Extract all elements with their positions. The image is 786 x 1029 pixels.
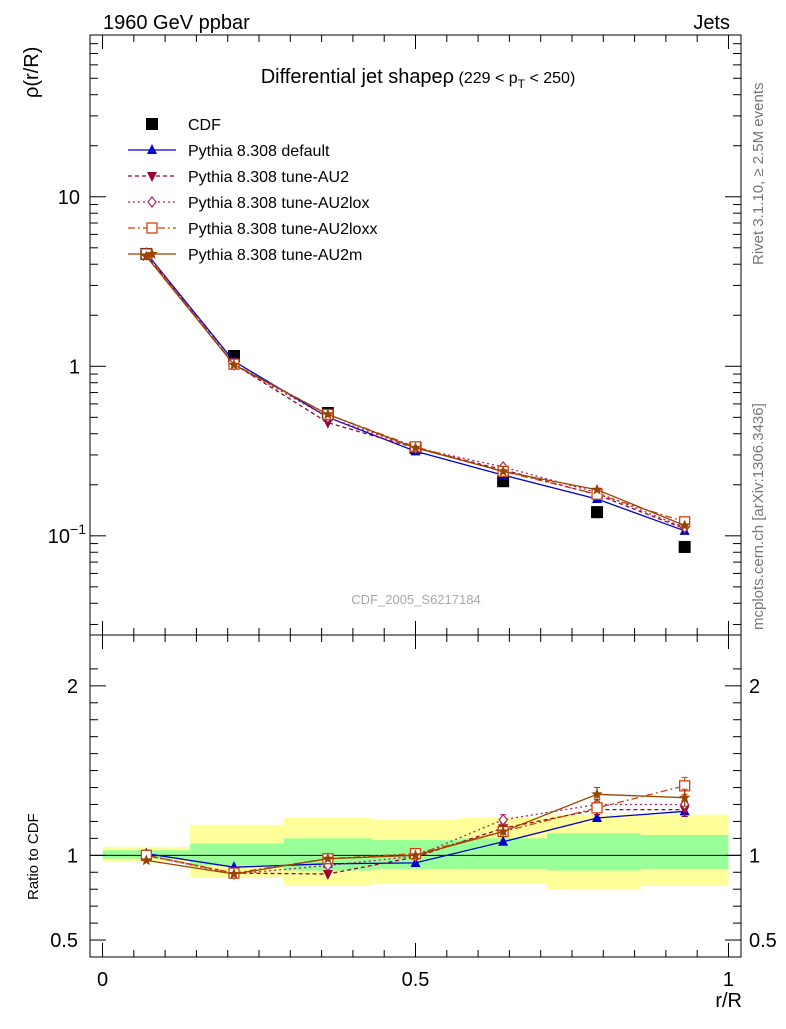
ratio-band-inner bbox=[546, 833, 641, 871]
legend-marker-pythia-8-308-tune-au2 bbox=[147, 172, 157, 182]
main-line-pythia-8-308-tune-au2loxx bbox=[145, 253, 685, 523]
legend-label-pythia-8-308-default: Pythia 8.308 default bbox=[188, 143, 330, 160]
main-series-pythia-8-308-default bbox=[141, 247, 690, 535]
x-tick-label: 1 bbox=[723, 969, 734, 991]
ratio-point-pythia-8-308-tune-au2 bbox=[322, 869, 333, 880]
main-point-pythia-8-308-tune-au2m bbox=[497, 465, 509, 477]
main-point-pythia-8-308-tune-au2m bbox=[228, 358, 240, 370]
main-point-cdf bbox=[591, 506, 604, 519]
ratio-panel-axes: 0 0.5 1 2 2 1 1 0.5 0.5 bbox=[50, 35, 777, 991]
legend-label-pythia-8-308-tune-au2loxx: Pythia 8.308 tune-AU2loxx bbox=[188, 221, 377, 238]
main-series-cdf bbox=[140, 247, 691, 553]
main-series-pythia-8-308-tune-au2lox bbox=[141, 247, 690, 534]
ratio-series-layer bbox=[140, 776, 691, 880]
header-energy: 1960 GeV ppbar bbox=[103, 12, 250, 34]
ratio-tick-label-right: 1 bbox=[749, 845, 760, 867]
x-axis-label: r/R bbox=[715, 990, 742, 1012]
main-line-pythia-8-308-default bbox=[145, 252, 685, 532]
ratio-band-inner bbox=[640, 834, 729, 869]
plot-title-post: < 250) bbox=[525, 70, 575, 87]
legend-label-pythia-8-308-tune-au2m: Pythia 8.308 tune-AU2m bbox=[188, 247, 362, 264]
y-tick-exp: −1 bbox=[70, 521, 86, 537]
x-tick-label: 0.5 bbox=[402, 969, 430, 991]
main-series-pythia-8-308-tune-au2 bbox=[141, 250, 690, 535]
y-tick-label: 10 bbox=[58, 187, 80, 209]
ratio-point-pythia-8-308-tune-au2lox bbox=[498, 813, 508, 826]
legend-label-pythia-8-308-tune-au2: Pythia 8.308 tune-AU2 bbox=[188, 169, 349, 186]
ratio-tick-label-left: 1 bbox=[67, 845, 78, 867]
main-line-pythia-8-308-tune-au2m bbox=[145, 255, 685, 527]
plot-title-main: Differential jet shapeρ bbox=[261, 66, 454, 88]
main-point-cdf bbox=[678, 540, 691, 553]
legend-label-cdf: CDF bbox=[188, 117, 221, 134]
y-tick-label: 10−1 bbox=[48, 521, 86, 548]
y-axis-label-ratio: Ratio to CDF bbox=[25, 813, 42, 900]
plot-title-sub: T bbox=[518, 77, 526, 91]
ratio-tick-label-right: 2 bbox=[749, 676, 760, 698]
ratio-point-pythia-8-308-tune-au2m bbox=[322, 852, 334, 864]
ratio-point-pythia-8-308-tune-au2m bbox=[228, 868, 240, 879]
legend-marker-pythia-8-308-tune-au2lox bbox=[147, 196, 157, 208]
analysis-watermark: CDF_2005_S6217184 bbox=[351, 592, 480, 607]
main-point-pythia-8-308-tune-au2m bbox=[591, 483, 603, 495]
y-tick-label: 1 bbox=[69, 356, 80, 378]
ratio-point-pythia-8-308-default bbox=[592, 812, 603, 823]
ratio-series-pythia-8-308-tune-au2m bbox=[140, 787, 691, 879]
ratio-band-inner bbox=[190, 843, 285, 866]
ratio-tick-label-right: 0.5 bbox=[749, 930, 777, 952]
ratio-point-pythia-8-308-tune-au2loxx bbox=[591, 802, 603, 814]
main-point-pythia-8-308-tune-au2m bbox=[409, 441, 422, 453]
ratio-point-pythia-8-308-tune-au2m bbox=[679, 791, 691, 803]
main-line-pythia-8-308-tune-au2lox bbox=[145, 253, 685, 529]
main-series-layer bbox=[140, 247, 691, 553]
ratio-point-pythia-8-308-tune-au2m bbox=[497, 825, 509, 837]
side-label-rivet: Rivet 3.1.10, ≥ 2.5M events bbox=[750, 83, 767, 266]
main-series-pythia-8-308-tune-au2loxx bbox=[140, 248, 691, 528]
ratio-tick-label-left: 2 bbox=[67, 676, 78, 698]
side-label-mcplots: mcplots.cern.ch [arXiv:1306.3436] bbox=[750, 403, 767, 630]
x-tick-label: 0 bbox=[97, 969, 108, 991]
legend-marker-pythia-8-308-tune-au2loxx bbox=[146, 222, 158, 234]
main-point-pythia-8-308-tune-au2m bbox=[140, 250, 152, 262]
legend-label-pythia-8-308-tune-au2lox: Pythia 8.308 tune-AU2lox bbox=[188, 195, 369, 212]
legend-marker-cdf bbox=[146, 118, 158, 130]
main-point-pythia-8-308-tune-au2 bbox=[322, 418, 333, 429]
ratio-point-pythia-8-308-tune-au2m bbox=[591, 788, 603, 800]
legend: CDF Pythia 8.308 default Pythia 8.308 tune… bbox=[128, 117, 377, 264]
y-tick-base: 10 bbox=[48, 526, 70, 548]
ratio-point-pythia-8-308-tune-au2m bbox=[409, 849, 422, 861]
ratio-point-pythia-8-308-tune-au2m bbox=[140, 854, 152, 866]
header-process: Jets bbox=[693, 12, 730, 34]
legend-marker-pythia-8-308-default bbox=[147, 144, 157, 154]
main-series-pythia-8-308-tune-au2m bbox=[140, 250, 691, 531]
plot-title-pre: (229 < p bbox=[459, 70, 518, 87]
ratio-point-pythia-8-308-default bbox=[498, 835, 509, 846]
ratio-tick-label-left: 0.5 bbox=[50, 930, 78, 952]
plot-title: Differential jet shapeρ (229 < pT < 250) bbox=[261, 66, 576, 91]
main-point-pythia-8-308-tune-au2m bbox=[322, 408, 334, 420]
y-axis-label-main: ρ(r/R) bbox=[21, 47, 43, 98]
main-point-pythia-8-308-tune-au2m bbox=[679, 519, 691, 531]
main-line-pythia-8-308-tune-au2 bbox=[145, 254, 685, 530]
legend-marker-pythia-8-308-tune-au2m bbox=[146, 248, 158, 259]
